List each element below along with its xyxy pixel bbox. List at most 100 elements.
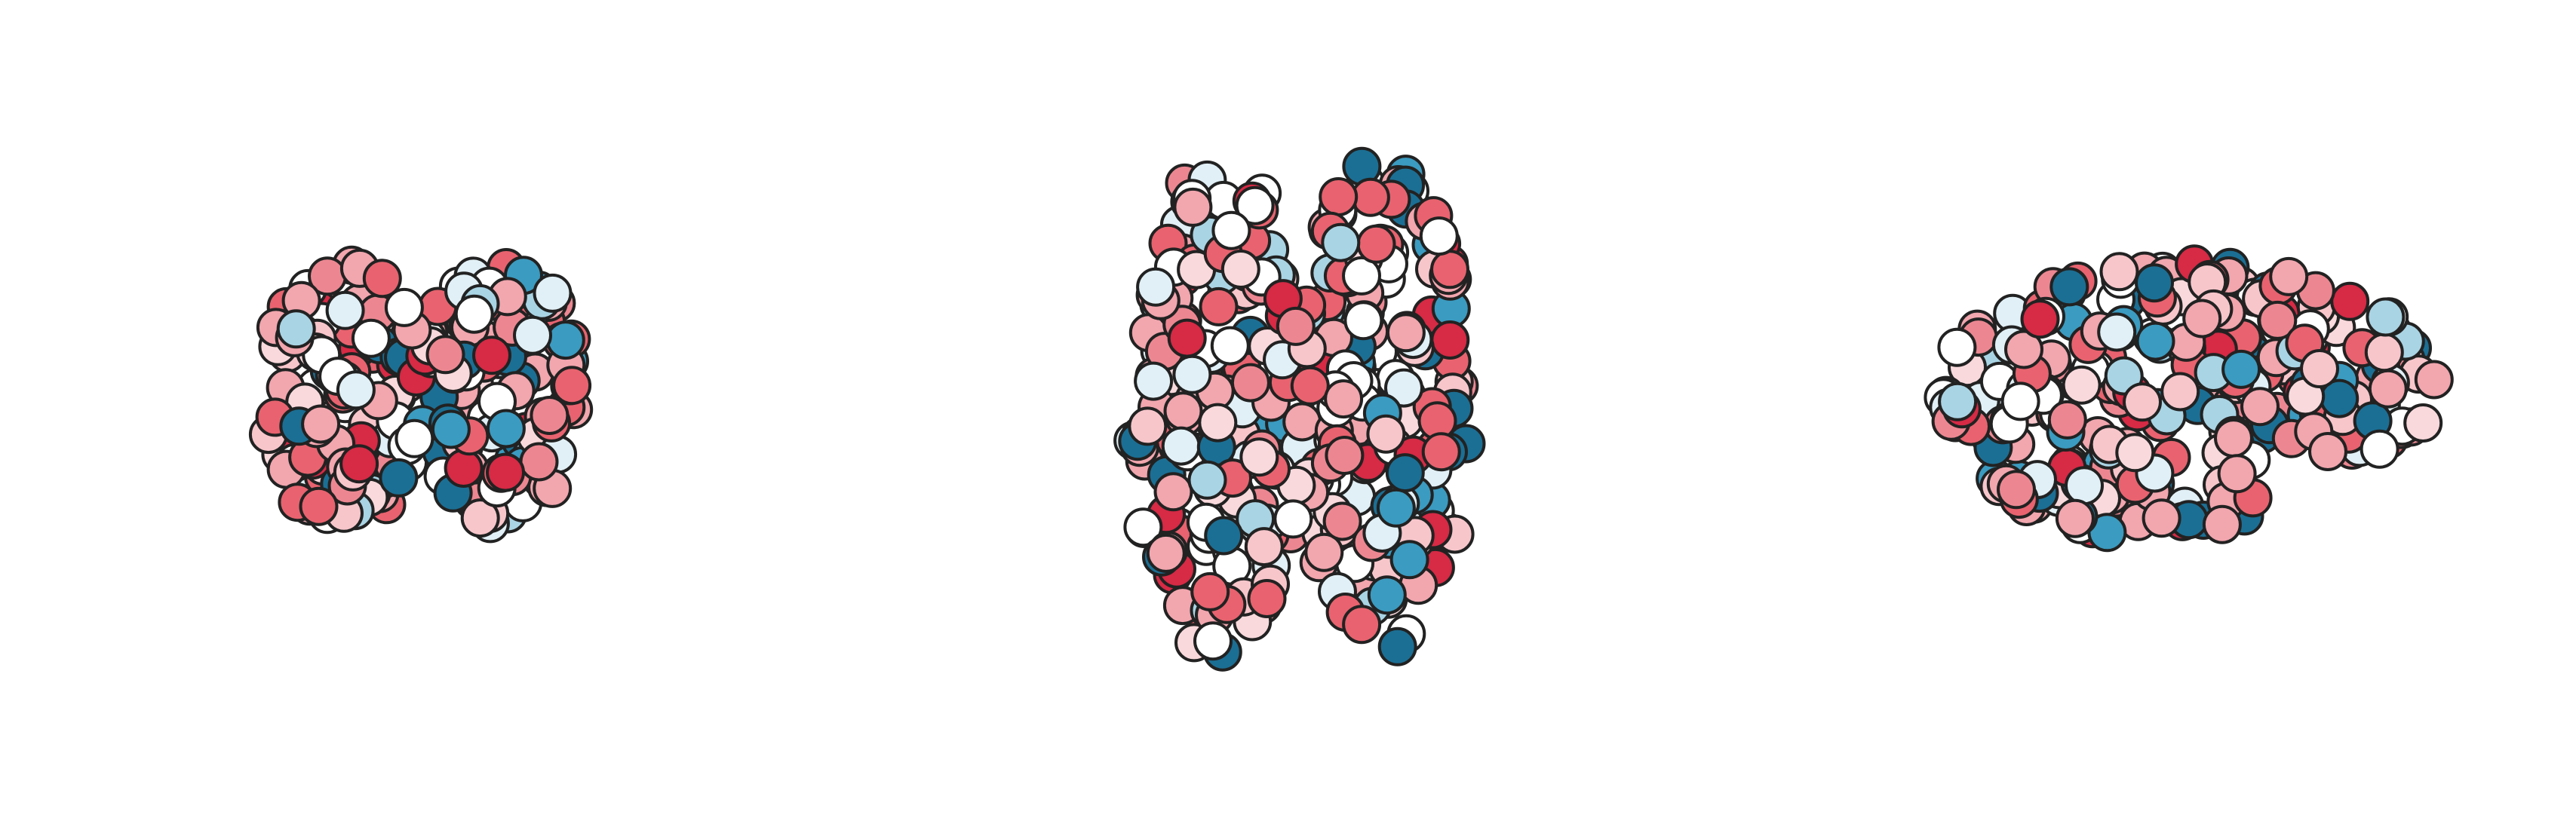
- node: [431, 409, 471, 449]
- node: [2160, 372, 2200, 412]
- node: [339, 444, 379, 484]
- node: [2300, 349, 2339, 388]
- node: [1430, 320, 1470, 360]
- node: [1199, 286, 1239, 326]
- node: [1276, 306, 1316, 346]
- node: [2049, 267, 2089, 307]
- node: [1123, 507, 1163, 547]
- node: [2414, 360, 2454, 400]
- node: [2004, 329, 2043, 369]
- node: [1430, 250, 1469, 289]
- node: [1997, 470, 2036, 510]
- node: [2065, 466, 2104, 506]
- node: [2269, 256, 2309, 296]
- node: [2123, 382, 2162, 422]
- node: [1153, 472, 1193, 512]
- node: [1938, 381, 1978, 421]
- node: [1343, 301, 1383, 341]
- node: [2214, 418, 2253, 458]
- node: [1173, 187, 1213, 227]
- node: [2000, 381, 2040, 421]
- node: [1324, 379, 1364, 419]
- node: [1342, 256, 1381, 296]
- node: [299, 486, 339, 526]
- node: [486, 409, 526, 449]
- node: [1146, 533, 1186, 573]
- node: [1193, 621, 1233, 661]
- node: [1128, 406, 1168, 446]
- node: [1204, 516, 1244, 556]
- node: [2368, 369, 2408, 409]
- node: [1210, 326, 1250, 366]
- node: [2062, 365, 2102, 405]
- node: [486, 452, 525, 492]
- node: [425, 335, 465, 375]
- node: [1342, 605, 1382, 645]
- node: [362, 259, 402, 299]
- node: [1230, 363, 1270, 403]
- node: [276, 309, 316, 349]
- node: [2055, 498, 2095, 538]
- axial-view: [1113, 146, 1486, 672]
- node: [1322, 501, 1362, 541]
- node: [395, 418, 434, 458]
- node: [519, 442, 559, 482]
- node: [1190, 571, 1230, 611]
- node: [1367, 575, 1407, 615]
- node: [444, 449, 484, 488]
- node: [1220, 250, 1260, 289]
- node: [1244, 527, 1284, 567]
- node: [552, 366, 592, 406]
- node: [1389, 540, 1429, 580]
- node: [2221, 349, 2261, 389]
- node: [325, 290, 365, 330]
- node: [2308, 432, 2347, 471]
- node: [2258, 300, 2298, 340]
- node: [1384, 368, 1423, 408]
- node: [2097, 312, 2137, 352]
- node: [533, 273, 573, 313]
- node: [2115, 433, 2155, 473]
- coronal-view: [248, 245, 594, 544]
- node: [2403, 403, 2443, 443]
- node: [1321, 222, 1361, 262]
- node: [2364, 332, 2404, 372]
- node: [336, 370, 376, 410]
- node: [1290, 366, 1330, 406]
- node: [2360, 429, 2399, 469]
- node: [2330, 281, 2370, 321]
- node: [1304, 532, 1344, 572]
- node: [545, 320, 585, 360]
- node: [1161, 426, 1201, 466]
- node: [2099, 252, 2139, 292]
- node: [472, 335, 511, 375]
- node: [1172, 354, 1212, 394]
- node: [379, 458, 419, 498]
- node: [2135, 263, 2174, 303]
- node: [351, 318, 391, 358]
- node: [454, 294, 494, 334]
- node: [1134, 361, 1174, 401]
- node: [1325, 436, 1365, 475]
- node: [1198, 403, 1238, 443]
- node: [1419, 216, 1459, 256]
- node: [1247, 579, 1287, 618]
- node: [384, 287, 424, 327]
- node: [1377, 626, 1417, 666]
- node: [1376, 488, 1416, 528]
- node: [1356, 224, 1396, 264]
- node: [1136, 267, 1176, 307]
- node: [1937, 327, 1977, 367]
- node: [1163, 391, 1203, 431]
- node: [1385, 453, 1425, 493]
- node: [2182, 299, 2222, 339]
- node: [460, 498, 500, 538]
- node: [530, 396, 570, 435]
- node: [1386, 313, 1426, 353]
- node: [2142, 498, 2181, 538]
- node: [1319, 177, 1359, 216]
- node: [2217, 454, 2257, 494]
- node: [2020, 299, 2060, 339]
- node: [1421, 432, 1461, 472]
